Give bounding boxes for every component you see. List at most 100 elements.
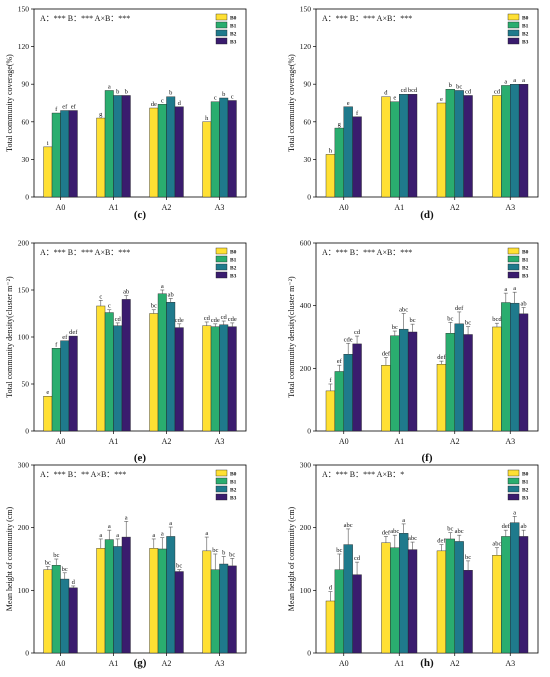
significance-letter: bc: [229, 551, 235, 558]
legend: B0 B1 B2 B3: [507, 13, 529, 46]
significance-letter: a: [205, 530, 208, 537]
x-tick-label: A0: [339, 437, 349, 446]
anova-significance: A：*** B：*** A×B：*: [322, 470, 404, 479]
significance-letter: a: [504, 286, 507, 293]
legend-swatch: [215, 37, 228, 45]
significance-letter: ef: [62, 104, 68, 111]
significance-letter: h: [329, 147, 333, 154]
bar-b0: [43, 569, 53, 654]
significance-letter: bc: [456, 83, 462, 90]
bar-b2: [399, 533, 409, 654]
legend-entry: B3: [230, 274, 237, 280]
bar-b2: [454, 323, 464, 432]
significance-letter: def: [437, 538, 446, 545]
x-tick-label: A1: [394, 437, 404, 446]
y-tick-label: 0: [307, 649, 311, 658]
legend-entry: B2: [230, 488, 237, 494]
panel-caption: (f): [422, 452, 433, 464]
significance-letter: e: [347, 100, 350, 107]
significance-letter: a: [504, 78, 507, 85]
bar-b3: [463, 570, 473, 654]
significance-letter: abc: [399, 307, 408, 314]
bar-b3: [352, 343, 362, 432]
bar-b0: [381, 96, 391, 198]
significance-letter: bc: [176, 563, 182, 570]
plot-frame: [315, 242, 539, 432]
bar-b1: [104, 539, 114, 654]
bar-b1: [501, 302, 511, 432]
bar-b3: [518, 313, 529, 432]
significance-letter: f: [356, 110, 359, 117]
bar-b0: [96, 548, 106, 654]
bar-b2: [510, 83, 520, 198]
legend-entry: B2: [522, 266, 529, 272]
significance-letter: abc: [408, 535, 417, 542]
legend-swatch: [215, 485, 228, 493]
bar-b1: [334, 127, 344, 198]
bar-b3: [68, 110, 78, 198]
x-tick-label: A0: [339, 203, 349, 212]
x-tick-label: A3: [215, 437, 225, 446]
significance-letter: bc: [409, 317, 415, 324]
panel-caption: (h): [420, 657, 434, 669]
significance-letter: a: [152, 532, 155, 539]
bar-b3: [407, 549, 418, 654]
y-tick-label: 150: [18, 5, 30, 14]
y-axis-title: Mean height of community (cm): [287, 506, 296, 611]
significance-letter: g: [99, 111, 103, 118]
legend-entry: B3: [522, 274, 529, 280]
x-tick-label: A0: [56, 203, 66, 212]
significance-letter: cde: [211, 317, 220, 324]
bar-b3: [121, 95, 131, 198]
y-tick-label: 60: [304, 117, 312, 126]
x-tick-label: A1: [109, 203, 119, 212]
significance-letter: ab: [123, 289, 129, 296]
legend-swatch: [507, 485, 520, 493]
significance-letter: abc: [492, 541, 501, 548]
significance-letter: def: [382, 350, 391, 357]
x-tick-label: A2: [162, 203, 172, 212]
anova-significance: A：*** B：*** A×B：***: [40, 248, 130, 257]
bar-b2: [219, 97, 229, 198]
legend-entry: B0: [230, 472, 237, 478]
significance-letter: bc: [465, 320, 471, 327]
anova-significance: A：*** B：*** A×B：***: [322, 248, 412, 257]
bar-b2: [166, 302, 176, 432]
y-tick-label: 100: [300, 586, 312, 595]
significance-letter: h: [205, 115, 209, 122]
bar-b1: [210, 569, 220, 654]
y-axis-title: Total community coverage(%): [287, 54, 296, 152]
significance-letter: f: [329, 377, 332, 384]
bar-b0: [149, 107, 159, 198]
significance-letter: def: [455, 305, 464, 312]
significance-letter: cd: [115, 316, 122, 323]
bar-b2: [454, 541, 464, 654]
bar-b0: [492, 326, 502, 432]
bar-b3: [463, 334, 473, 432]
significance-letter: cd: [401, 87, 408, 94]
x-tick-label: A1: [394, 659, 404, 668]
bar-b1: [334, 569, 344, 654]
bar-b3: [68, 335, 78, 432]
significance-letter: a: [125, 514, 128, 521]
bar-b3: [518, 536, 529, 654]
legend-swatch: [507, 21, 520, 29]
significance-letter: a: [108, 523, 111, 530]
significance-letter: ef: [337, 358, 343, 365]
y-tick-label: 120: [18, 42, 30, 51]
bar-b1: [390, 335, 400, 432]
significance-letter: ab: [168, 291, 174, 298]
y-tick-label: 0: [25, 193, 29, 202]
bar-b0: [436, 364, 447, 432]
plot-frame: [315, 8, 539, 198]
bar-b3: [174, 106, 184, 198]
bar-b1: [51, 565, 61, 654]
legend: B0 B1 B2 B3: [507, 247, 529, 280]
legend-swatch: [507, 493, 520, 501]
bar-b0: [492, 95, 502, 198]
plot-frame: [33, 8, 247, 198]
panel-caption: (e): [134, 452, 147, 464]
significance-letter: b: [222, 549, 225, 556]
bar-b2: [454, 90, 464, 198]
significance-letter: cde: [175, 317, 184, 324]
